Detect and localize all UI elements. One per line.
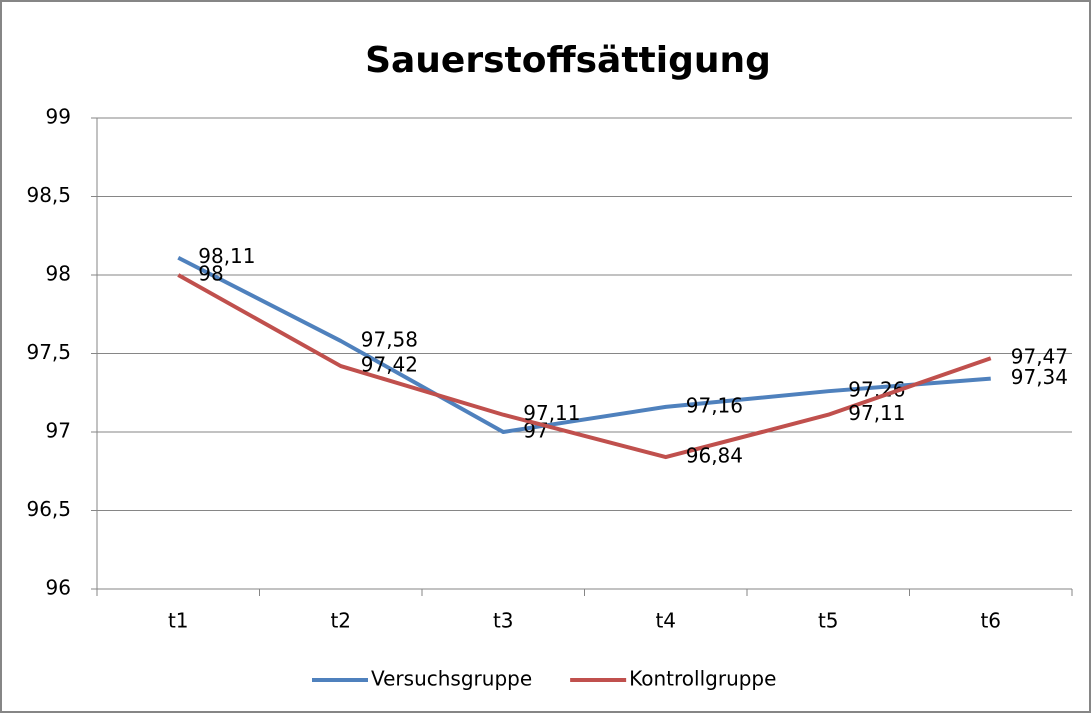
data-label: 97,16	[686, 393, 743, 417]
x-tick-label: t5	[818, 609, 839, 633]
data-label: 98	[198, 262, 223, 286]
legend-label: Versuchsgruppe	[371, 667, 532, 691]
legend-label: Kontrollgruppe	[629, 667, 776, 691]
data-label: 97,11	[523, 401, 580, 425]
y-tick-label: 99	[46, 105, 71, 129]
series-line	[177, 255, 991, 434]
data-label: 98,11	[198, 244, 255, 268]
x-tick-label: t6	[980, 609, 1001, 633]
x-tick-label: t4	[655, 609, 676, 633]
x-tick-label: t2	[330, 609, 351, 633]
data-label: 97,47	[1011, 345, 1068, 369]
data-label: 97,42	[361, 353, 418, 377]
data-label: 96,84	[686, 444, 743, 468]
chart-title: Sauerstoffsättigung	[365, 40, 771, 81]
x-tick-label: t1	[168, 609, 189, 633]
series-line	[177, 273, 992, 460]
y-tick-label: 98	[46, 262, 71, 286]
y-tick-label: 96	[46, 576, 71, 600]
y-tick-label: 97	[46, 419, 71, 443]
data-label: 97,34	[1011, 365, 1068, 389]
y-tick-label: 98,5	[26, 183, 71, 207]
x-tick-label: t3	[493, 609, 514, 633]
data-label: 97,11	[848, 401, 905, 425]
y-tick-label: 96,5	[26, 497, 71, 521]
y-tick-label: 97,5	[26, 340, 71, 364]
data-label: 97,58	[361, 327, 418, 351]
